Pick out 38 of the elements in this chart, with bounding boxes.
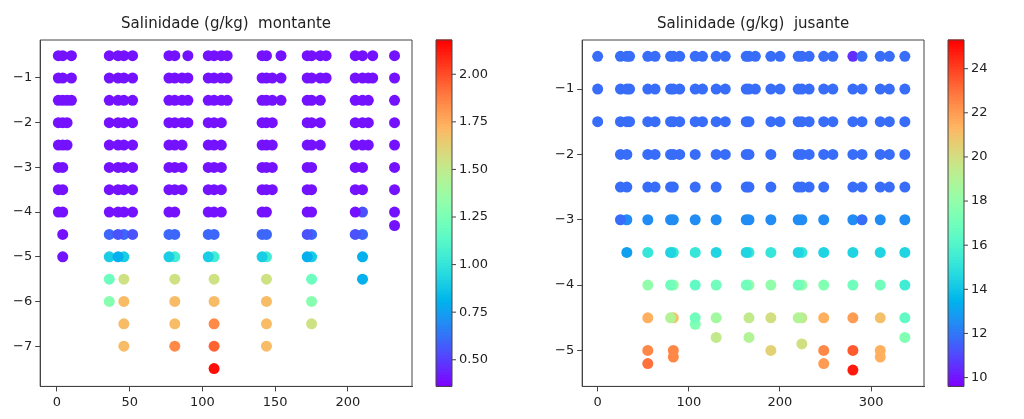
y-tick-label: −5 bbox=[12, 248, 33, 264]
chart-title: Salinidade (g/kg) montante bbox=[121, 14, 332, 33]
y-tick-label: −1 bbox=[12, 69, 33, 85]
color-bar-label: 0.75 bbox=[459, 303, 488, 319]
y-tick-label: −4 bbox=[554, 276, 575, 292]
y-tick-label: −3 bbox=[12, 158, 33, 174]
color-bar-label: 12 bbox=[971, 324, 988, 340]
y-tick-label: −4 bbox=[12, 203, 33, 219]
x-tick-label: 200 bbox=[767, 393, 793, 409]
color-bar-label: 1.75 bbox=[459, 113, 488, 129]
color-bar-label: 22 bbox=[971, 104, 988, 120]
color-bar-label: 1.25 bbox=[459, 208, 488, 224]
y-tick-label: −2 bbox=[554, 145, 575, 161]
y-tick-label: −2 bbox=[12, 114, 33, 130]
x-tick-label: 100 bbox=[190, 393, 215, 409]
color-bar-label: 1.00 bbox=[459, 255, 488, 271]
color-bar-label: 16 bbox=[971, 236, 988, 252]
x-tick-label: 300 bbox=[858, 393, 884, 409]
chart-title: Salinidade (g/kg) jusante bbox=[656, 14, 850, 33]
x-tick-label: 0 bbox=[52, 393, 62, 409]
color-bar-label: 18 bbox=[971, 192, 988, 208]
color-bar-label: 2.00 bbox=[459, 65, 488, 81]
x-tick-label: 100 bbox=[676, 393, 702, 409]
y-tick-label: −5 bbox=[554, 341, 575, 357]
y-tick-label: −6 bbox=[12, 292, 33, 308]
color-bar-label: 10 bbox=[971, 368, 988, 384]
color-bar-label: 20 bbox=[971, 148, 988, 164]
color-bar-label: 1.50 bbox=[459, 160, 488, 176]
color-bar-label: 0.50 bbox=[459, 351, 488, 367]
y-tick-label: −3 bbox=[554, 211, 575, 227]
x-tick-label: 50 bbox=[121, 393, 138, 409]
color-bar-label: 14 bbox=[971, 280, 988, 296]
y-tick-label: −1 bbox=[554, 80, 575, 96]
color-bar-label: 24 bbox=[971, 60, 988, 76]
y-tick-label: −7 bbox=[12, 337, 33, 353]
x-tick-label: 200 bbox=[335, 393, 361, 409]
x-tick-label: 0 bbox=[593, 393, 602, 409]
x-tick-label: 150 bbox=[262, 393, 288, 409]
